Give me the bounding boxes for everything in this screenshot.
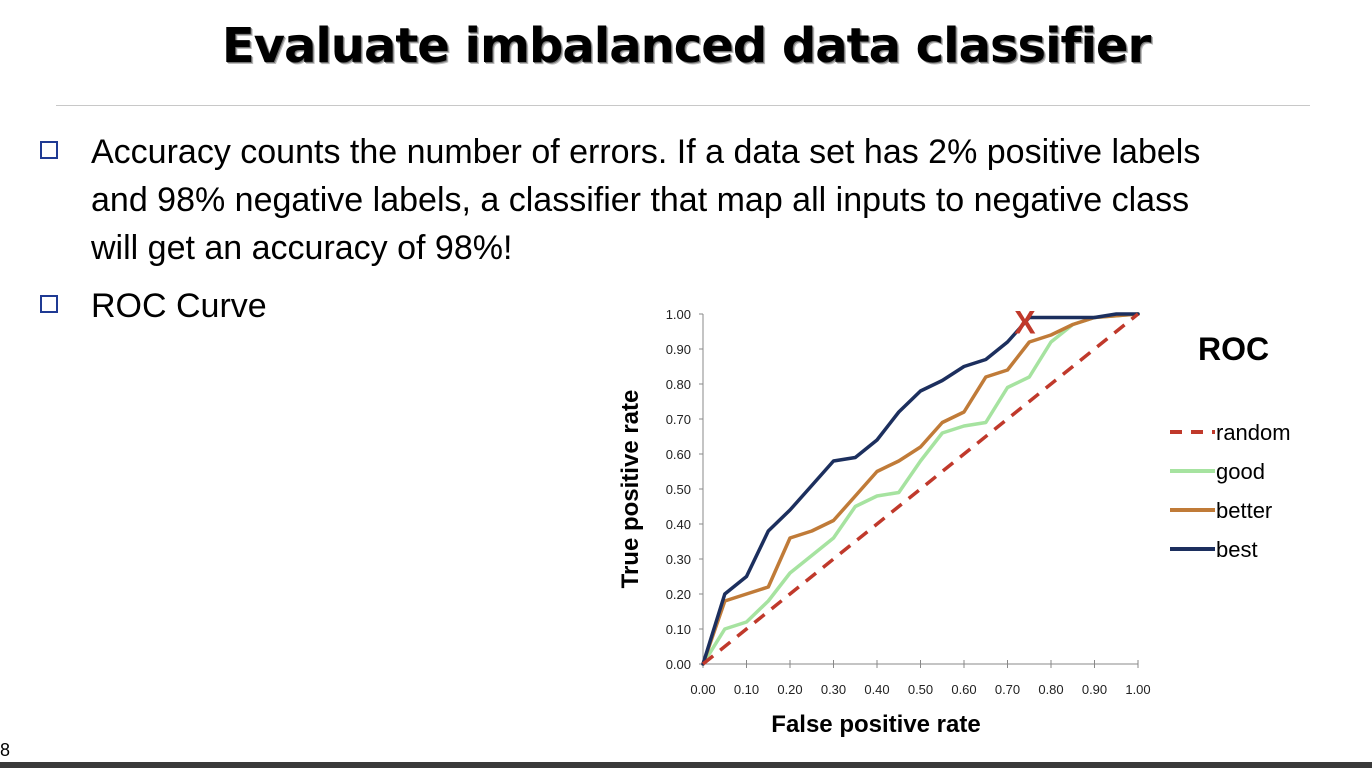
bullet-line: ROC Curve — [91, 287, 267, 325]
x-axis-ticks: 0.00 0.10 0.20 0.30 0.40 0.50 0.60 0.70 0.80 0.90… — [690, 660, 1151, 697]
series-lines — [701, 312, 1140, 666]
legend-label-good: good — [1216, 459, 1265, 484]
y-tick-label: 0.30 — [666, 552, 691, 567]
legend-title: ROC — [1198, 331, 1269, 367]
x-tick-label: 0.00 — [690, 682, 715, 697]
bullet-line: and 98% negative labels, a classifier th… — [91, 181, 1190, 219]
y-tick-label: 0.20 — [666, 587, 691, 602]
x-tick-label: 0.70 — [995, 682, 1020, 697]
x-tick-label: 0.10 — [734, 682, 759, 697]
series-line-good — [701, 312, 1140, 666]
x-tick-label: 0.20 — [777, 682, 802, 697]
y-tick-label: 0.70 — [666, 412, 691, 427]
series-line-random — [701, 312, 1140, 666]
title-divider — [56, 105, 1310, 106]
roc-chart: 0.00 0.10 0.20 0.30 0.40 0.50 0.60 0.70 0.80 0.90… — [617, 305, 1291, 739]
x-tick-label: 1.00 — [1125, 682, 1150, 697]
page-number: 8 — [0, 740, 11, 760]
chart-legend: random good better best — [1170, 420, 1291, 562]
y-tick-label: 0.50 — [666, 482, 691, 497]
y-axis-ticks: 0.00 0.10 0.20 0.30 0.40 0.50 0.60 0.70 0.80 0.90… — [666, 307, 703, 672]
x-axis-label: False positive rate — [771, 711, 980, 738]
series-line-best — [701, 312, 1140, 666]
y-tick-label: 0.10 — [666, 622, 691, 637]
chart-annotation: X — [1014, 305, 1036, 341]
bottom-bar — [0, 762, 1372, 768]
square-bullet-icon — [40, 141, 58, 159]
y-tick-label: 0.80 — [666, 377, 691, 392]
x-tick-label: 0.80 — [1038, 682, 1063, 697]
y-tick-label: 0.90 — [666, 342, 691, 357]
slide-title: Evaluate imbalanced data classifier — [221, 18, 1151, 74]
y-tick-label: 1.00 — [666, 307, 691, 322]
x-tick-label: 0.30 — [821, 682, 846, 697]
y-axis-label: True positive rate — [617, 390, 644, 589]
x-tick-label: 0.50 — [908, 682, 933, 697]
legend-label-better: better — [1216, 498, 1272, 523]
x-tick-label: 0.40 — [864, 682, 889, 697]
bullet-line: will get an accuracy of 98%! — [91, 229, 513, 267]
series-line-better — [701, 312, 1140, 666]
y-tick-label: 0.60 — [666, 447, 691, 462]
bullet-line: Accuracy counts the number of errors. If… — [91, 133, 1201, 171]
y-tick-label: 0.40 — [666, 517, 691, 532]
y-tick-label: 0.00 — [666, 657, 691, 672]
legend-label-random: random — [1216, 420, 1291, 445]
legend-label-best: best — [1216, 537, 1258, 562]
x-tick-label: 0.60 — [951, 682, 976, 697]
square-bullet-icon — [40, 295, 58, 313]
x-tick-label: 0.90 — [1082, 682, 1107, 697]
